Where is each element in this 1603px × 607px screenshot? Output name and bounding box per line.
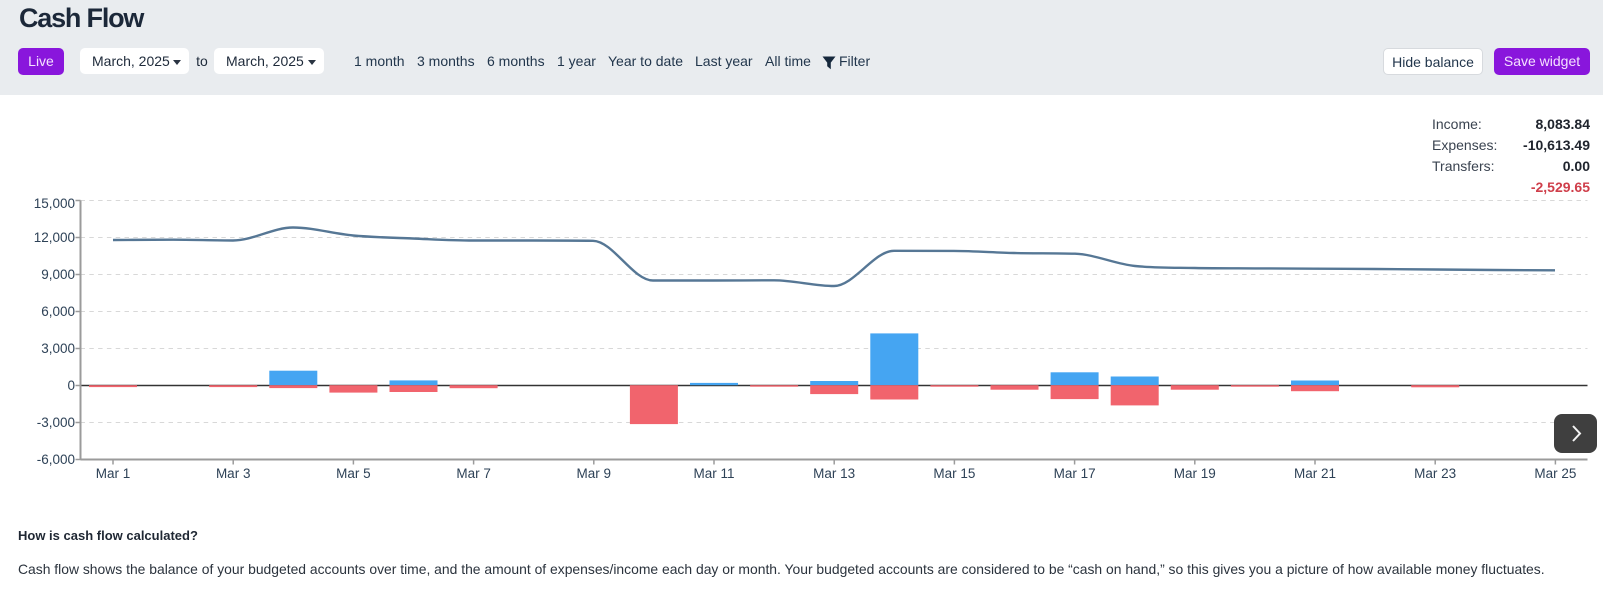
svg-text:Mar 15: Mar 15 xyxy=(933,466,975,481)
svg-text:Mar 23: Mar 23 xyxy=(1414,466,1456,481)
svg-text:3,000: 3,000 xyxy=(41,341,75,356)
svg-text:Mar 5: Mar 5 xyxy=(336,466,371,481)
svg-text:12,000: 12,000 xyxy=(34,230,75,245)
svg-text:-3,000: -3,000 xyxy=(37,415,75,430)
svg-text:-6,000: -6,000 xyxy=(37,452,75,467)
svg-text:Mar 1: Mar 1 xyxy=(96,466,131,481)
svg-text:9,000: 9,000 xyxy=(41,267,75,282)
svg-text:6,000: 6,000 xyxy=(41,304,75,319)
svg-text:0: 0 xyxy=(67,378,75,393)
svg-text:15,000: 15,000 xyxy=(34,196,75,211)
svg-text:Mar 17: Mar 17 xyxy=(1054,466,1096,481)
svg-text:Mar 19: Mar 19 xyxy=(1174,466,1216,481)
svg-text:Mar 3: Mar 3 xyxy=(216,466,251,481)
svg-text:Mar 13: Mar 13 xyxy=(813,466,855,481)
svg-text:Mar 25: Mar 25 xyxy=(1534,466,1576,481)
svg-text:Mar 7: Mar 7 xyxy=(456,466,491,481)
svg-text:Mar 21: Mar 21 xyxy=(1294,466,1336,481)
svg-text:Mar 11: Mar 11 xyxy=(693,466,734,481)
svg-text:Mar 9: Mar 9 xyxy=(577,466,612,481)
